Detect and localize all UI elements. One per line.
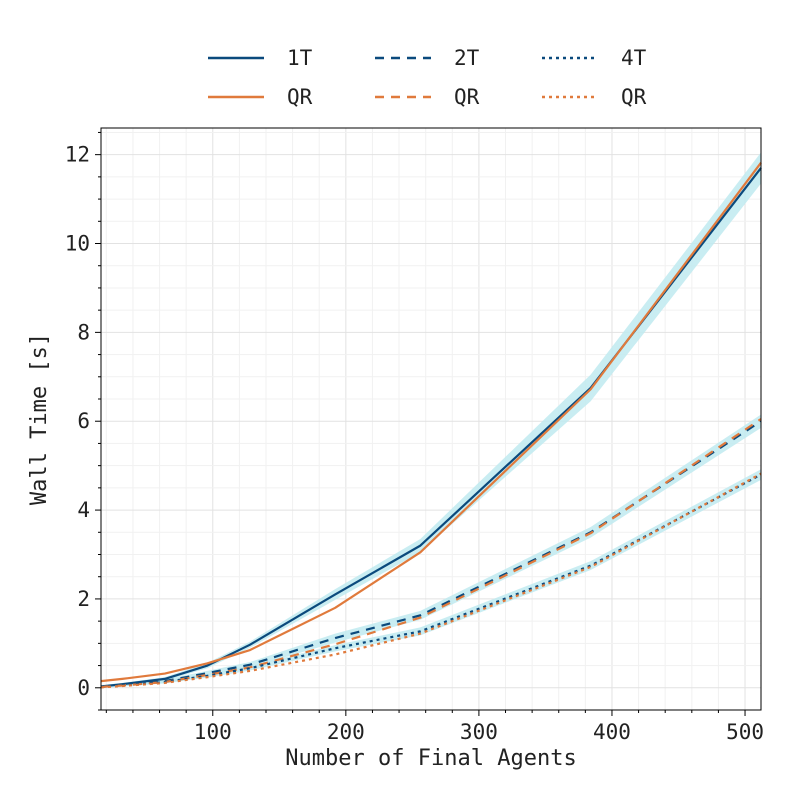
y-tick-label: 6 <box>77 409 90 433</box>
series-line-QR-solid <box>100 161 762 683</box>
confidence-bands <box>101 152 761 688</box>
legend-label-QR: QR <box>454 85 480 109</box>
legend-label-QR: QR <box>621 85 647 109</box>
series-line-4T-dotted <box>100 473 762 688</box>
series-lines <box>100 161 762 689</box>
y-tick-label: 8 <box>77 320 90 344</box>
series-line-1T-solid <box>100 167 762 688</box>
y-axis-title: Wall Time [s] <box>27 333 52 505</box>
legend: 1T QR 2T QR 4T QR <box>208 46 647 109</box>
band-4T <box>101 469 761 688</box>
series-line-QR-dashed <box>100 418 762 688</box>
y-tick-label: 4 <box>77 498 90 522</box>
series-line-QR-dotted <box>100 472 762 689</box>
y-tick-label: 0 <box>77 676 90 700</box>
y-tick-label: 12 <box>65 143 90 167</box>
x-tick-label: 500 <box>726 720 764 744</box>
x-tick-label: 400 <box>593 720 631 744</box>
x-tick-label: 300 <box>460 720 498 744</box>
axis-ticks: 100 200 300 400 500 0 2 4 6 8 10 12 <box>65 131 764 744</box>
legend-label-1T: 1T <box>287 46 313 70</box>
x-axis-title: Number of Final Agents <box>285 746 576 771</box>
legend-label-2T: 2T <box>454 46 480 70</box>
plot-frame <box>100 127 762 711</box>
grid <box>101 128 761 711</box>
y-tick-label: 10 <box>65 232 90 256</box>
band-2T <box>101 414 761 688</box>
x-tick-label: 200 <box>327 720 365 744</box>
legend-label-QR: QR <box>287 85 313 109</box>
legend-label-4T: 4T <box>621 46 647 70</box>
y-tick-label: 2 <box>77 587 90 611</box>
x-tick-label: 100 <box>194 720 232 744</box>
